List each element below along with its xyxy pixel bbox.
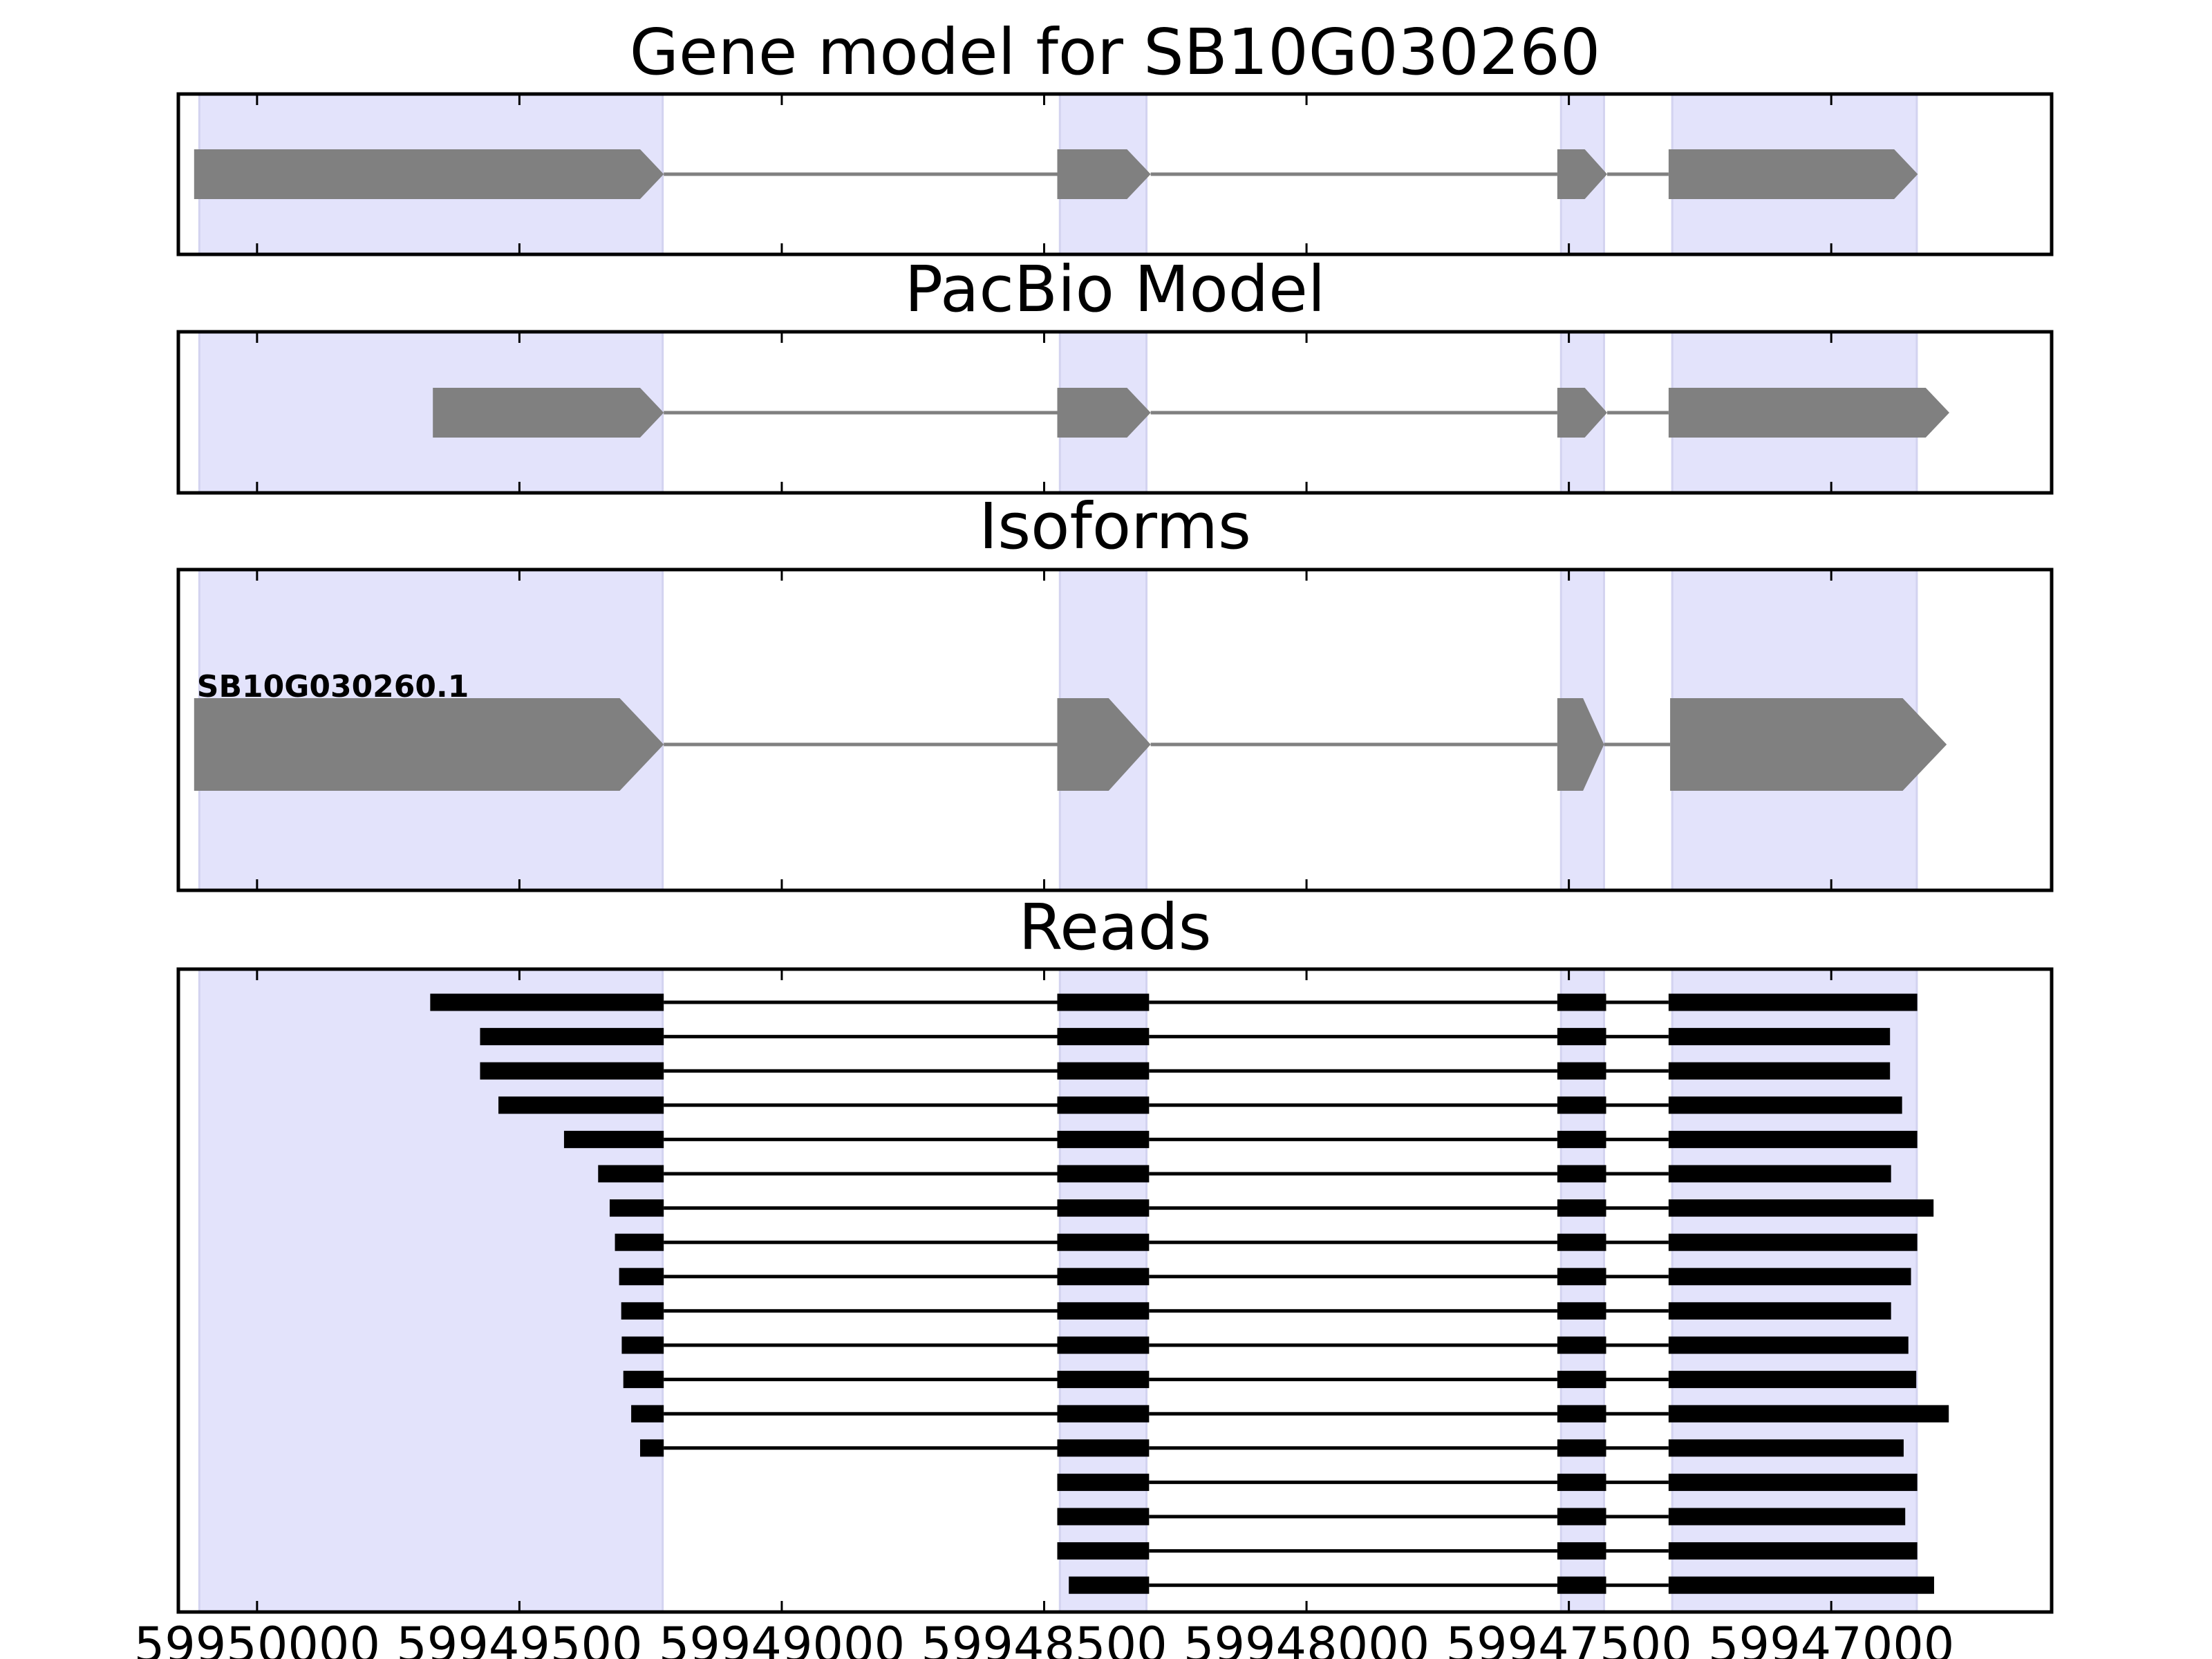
panel-title: Gene model for SB10G030260 bbox=[630, 15, 1601, 89]
x-tick-label: 59950000 bbox=[134, 1617, 380, 1659]
read-segment bbox=[480, 1028, 664, 1046]
read-segment bbox=[563, 1130, 664, 1148]
read-segment bbox=[1668, 1096, 1902, 1114]
read-segment bbox=[1057, 1062, 1150, 1080]
read-segment bbox=[609, 1199, 664, 1217]
read-segment bbox=[1557, 1268, 1606, 1286]
read-segment bbox=[1668, 1130, 1918, 1148]
panel-frame bbox=[176, 330, 2054, 495]
exon-block bbox=[1057, 698, 1151, 791]
read-segment bbox=[1668, 1062, 1891, 1080]
read-segment bbox=[1668, 1028, 1891, 1046]
exon-block bbox=[1557, 149, 1607, 199]
read-segment bbox=[619, 1268, 664, 1286]
read-segment bbox=[1057, 1542, 1150, 1560]
read-segment bbox=[1557, 1542, 1606, 1560]
read-segment bbox=[1557, 1473, 1606, 1491]
x-tick-label: 59949000 bbox=[659, 1617, 905, 1659]
read-segment bbox=[1557, 1165, 1606, 1183]
read-segment bbox=[621, 1302, 664, 1320]
read-segment bbox=[1557, 1130, 1606, 1148]
read-segment bbox=[1057, 1336, 1150, 1354]
exon-block bbox=[1670, 698, 1947, 791]
read-segment bbox=[1057, 1371, 1150, 1389]
exon-block bbox=[1557, 698, 1604, 791]
read-segment bbox=[1668, 1302, 1891, 1320]
read-segment bbox=[1557, 1302, 1606, 1320]
read-segment bbox=[623, 1371, 664, 1389]
x-tick-label: 59949500 bbox=[396, 1617, 642, 1659]
exon-block bbox=[1557, 388, 1607, 438]
read-segment bbox=[1668, 1336, 1909, 1354]
read-segment bbox=[1057, 1165, 1150, 1183]
read-segment bbox=[1668, 1473, 1918, 1491]
read-segment bbox=[1057, 1439, 1150, 1457]
panel-frame bbox=[176, 568, 2054, 892]
read-segment bbox=[598, 1165, 664, 1183]
exon-block bbox=[1668, 149, 1918, 199]
read-segment bbox=[1057, 1096, 1150, 1114]
exon-block bbox=[194, 149, 664, 199]
read-segment bbox=[1668, 1371, 1917, 1389]
read-segment bbox=[1057, 1130, 1150, 1148]
read-segment bbox=[1668, 1542, 1918, 1560]
exon-block bbox=[1057, 388, 1151, 438]
x-tick-label: 59948000 bbox=[1183, 1617, 1430, 1659]
read-segment bbox=[1668, 993, 1918, 1011]
panel-frame bbox=[176, 92, 2054, 256]
read-segment bbox=[1057, 1405, 1150, 1423]
read-segment bbox=[1668, 1165, 1891, 1183]
read-segment bbox=[1557, 1233, 1606, 1251]
isoform-label: SB10G030260.1 bbox=[197, 669, 469, 704]
panel-title: PacBio Model bbox=[905, 252, 1326, 326]
read-segment bbox=[1557, 1336, 1606, 1354]
read-segment bbox=[1668, 1508, 1906, 1526]
read-segment bbox=[498, 1096, 664, 1114]
read-segment bbox=[430, 993, 664, 1011]
panel-title: Isoforms bbox=[979, 489, 1251, 563]
read-segment bbox=[1668, 1268, 1911, 1286]
read-segment bbox=[615, 1233, 664, 1251]
read-segment bbox=[1057, 1508, 1150, 1526]
read-segment bbox=[1557, 993, 1606, 1011]
read-segment bbox=[1057, 1302, 1150, 1320]
read-segment bbox=[1057, 1268, 1150, 1286]
read-segment bbox=[1557, 1062, 1606, 1080]
read-segment bbox=[1557, 1439, 1606, 1457]
x-tick-label: 59948500 bbox=[921, 1617, 1167, 1659]
read-segment bbox=[1668, 1439, 1904, 1457]
read-segment bbox=[621, 1336, 664, 1354]
read-segment bbox=[640, 1439, 664, 1457]
read-segment bbox=[1057, 1199, 1150, 1217]
x-tick-label: 59947500 bbox=[1445, 1617, 1691, 1659]
read-segment bbox=[1557, 1576, 1606, 1594]
x-tick-label: 59947000 bbox=[1708, 1617, 1954, 1659]
read-segment bbox=[1069, 1576, 1150, 1594]
read-segment bbox=[1557, 1096, 1606, 1114]
read-segment bbox=[1557, 1371, 1606, 1389]
read-segment bbox=[1668, 1199, 1934, 1217]
read-segment bbox=[1557, 1028, 1606, 1046]
read-segment bbox=[1557, 1405, 1606, 1423]
exon-block bbox=[194, 698, 664, 791]
read-segment bbox=[1057, 993, 1150, 1011]
panel-frame bbox=[176, 967, 2054, 1614]
read-segment bbox=[1057, 1233, 1150, 1251]
read-segment bbox=[1057, 1028, 1150, 1046]
read-segment bbox=[1668, 1233, 1918, 1251]
read-segment bbox=[1557, 1508, 1606, 1526]
read-segment bbox=[631, 1405, 664, 1423]
read-segment bbox=[1057, 1473, 1150, 1491]
exon-block bbox=[1668, 388, 1949, 438]
read-segment bbox=[480, 1062, 664, 1080]
exon-block bbox=[1057, 149, 1151, 199]
panel-title: Reads bbox=[1018, 890, 1211, 964]
read-segment bbox=[1668, 1576, 1934, 1594]
read-segment bbox=[1668, 1405, 1949, 1423]
read-segment bbox=[1557, 1199, 1606, 1217]
exon-block bbox=[433, 388, 664, 438]
